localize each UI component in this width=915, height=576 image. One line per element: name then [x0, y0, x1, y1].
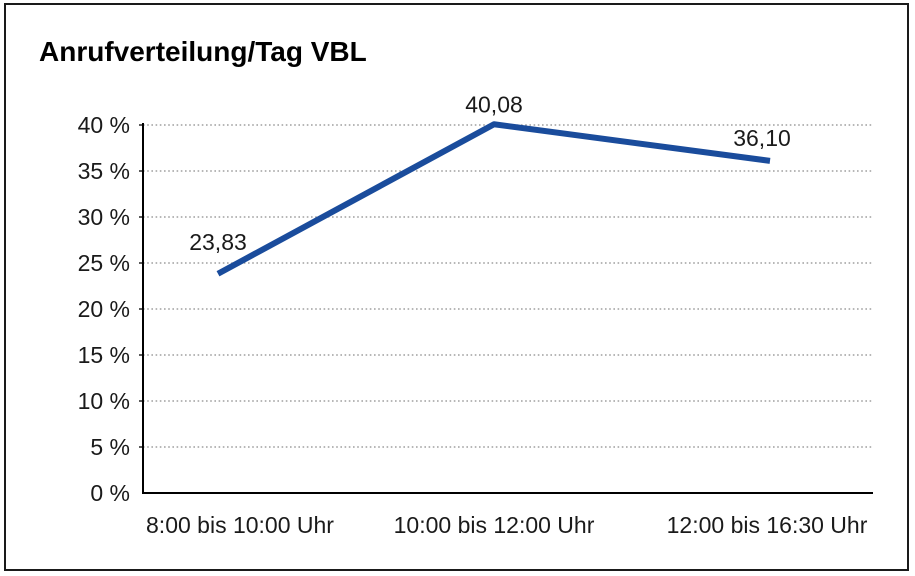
data-point-label: 40,08: [465, 91, 523, 117]
data-point-label: 36,10: [733, 125, 791, 151]
x-axis-category-label: 10:00 bis 12:00 Uhr: [394, 512, 595, 538]
y-axis-tick-label: 15 %: [78, 342, 130, 368]
data-point-label: 23,83: [189, 229, 247, 255]
y-axis-tick-label: 30 %: [78, 204, 130, 230]
x-axis-category-label: 12:00 bis 16:30 Uhr: [667, 512, 868, 538]
series-line: [216, 121, 771, 277]
chart-title: Anrufverteilung/Tag VBL: [39, 36, 367, 67]
y-axis-tick-label: 0 %: [90, 480, 130, 506]
y-axis-tick-label: 35 %: [78, 158, 130, 184]
y-axis-tick-label: 20 %: [78, 296, 130, 322]
y-axis-tick-label: 5 %: [90, 434, 130, 460]
y-axis-tick-label: 10 %: [78, 388, 130, 414]
x-axis-category-label: 8:00 bis 10:00 Uhr: [146, 512, 334, 538]
y-axis-tick-label: 25 %: [78, 250, 130, 276]
chart-frame-border: [4, 3, 909, 571]
y-axis-tick-label: 40 %: [78, 112, 130, 138]
